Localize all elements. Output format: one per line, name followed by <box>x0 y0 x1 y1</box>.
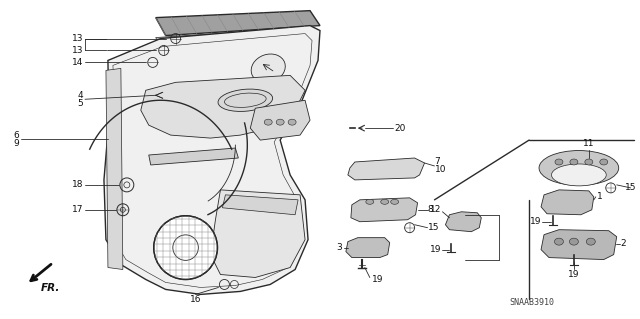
Text: 14: 14 <box>72 58 83 67</box>
Text: 15: 15 <box>625 183 637 192</box>
Polygon shape <box>541 230 617 260</box>
Ellipse shape <box>390 199 399 204</box>
Polygon shape <box>141 75 305 138</box>
Text: 8: 8 <box>428 205 433 214</box>
Polygon shape <box>104 26 320 294</box>
Text: 12: 12 <box>430 205 442 214</box>
Polygon shape <box>541 190 594 215</box>
Text: 15: 15 <box>428 223 439 232</box>
Ellipse shape <box>570 238 579 245</box>
Text: 11: 11 <box>583 139 595 148</box>
Text: 19: 19 <box>568 270 580 278</box>
Polygon shape <box>445 212 481 232</box>
Ellipse shape <box>539 151 619 185</box>
Text: 18: 18 <box>72 180 83 189</box>
Text: 13: 13 <box>72 46 83 55</box>
Text: 17: 17 <box>72 205 83 214</box>
Ellipse shape <box>288 119 296 125</box>
Text: 20: 20 <box>395 124 406 133</box>
Text: 6: 6 <box>13 130 19 140</box>
Text: SNAAB3910: SNAAB3910 <box>509 298 554 307</box>
Text: 13: 13 <box>72 34 83 43</box>
Circle shape <box>154 216 218 279</box>
Ellipse shape <box>264 119 272 125</box>
Text: 10: 10 <box>435 166 446 174</box>
Ellipse shape <box>251 54 285 83</box>
Ellipse shape <box>600 159 608 165</box>
Ellipse shape <box>554 238 563 245</box>
Ellipse shape <box>381 199 388 204</box>
Ellipse shape <box>552 164 606 186</box>
Ellipse shape <box>570 159 578 165</box>
Text: 9: 9 <box>13 138 19 148</box>
Polygon shape <box>223 195 298 215</box>
Polygon shape <box>156 11 320 35</box>
Text: 5: 5 <box>77 99 83 108</box>
Polygon shape <box>346 238 390 257</box>
Text: 16: 16 <box>190 295 202 304</box>
Text: 19: 19 <box>430 245 442 254</box>
Polygon shape <box>250 100 310 140</box>
Ellipse shape <box>366 199 374 204</box>
Polygon shape <box>148 148 238 165</box>
Text: 4: 4 <box>77 91 83 100</box>
Ellipse shape <box>218 89 273 111</box>
Polygon shape <box>106 68 123 270</box>
Polygon shape <box>156 27 318 48</box>
Ellipse shape <box>276 119 284 125</box>
Text: 1: 1 <box>596 192 602 201</box>
Polygon shape <box>211 190 305 278</box>
Text: 3: 3 <box>336 243 342 252</box>
Text: 2: 2 <box>621 239 627 248</box>
Circle shape <box>173 235 198 260</box>
Polygon shape <box>351 198 417 222</box>
Ellipse shape <box>585 159 593 165</box>
Text: 19: 19 <box>529 217 541 226</box>
Ellipse shape <box>555 159 563 165</box>
Ellipse shape <box>586 238 595 245</box>
Text: FR.: FR. <box>41 283 61 293</box>
Text: 19: 19 <box>372 275 383 284</box>
Polygon shape <box>348 158 424 180</box>
Text: 7: 7 <box>435 158 440 167</box>
